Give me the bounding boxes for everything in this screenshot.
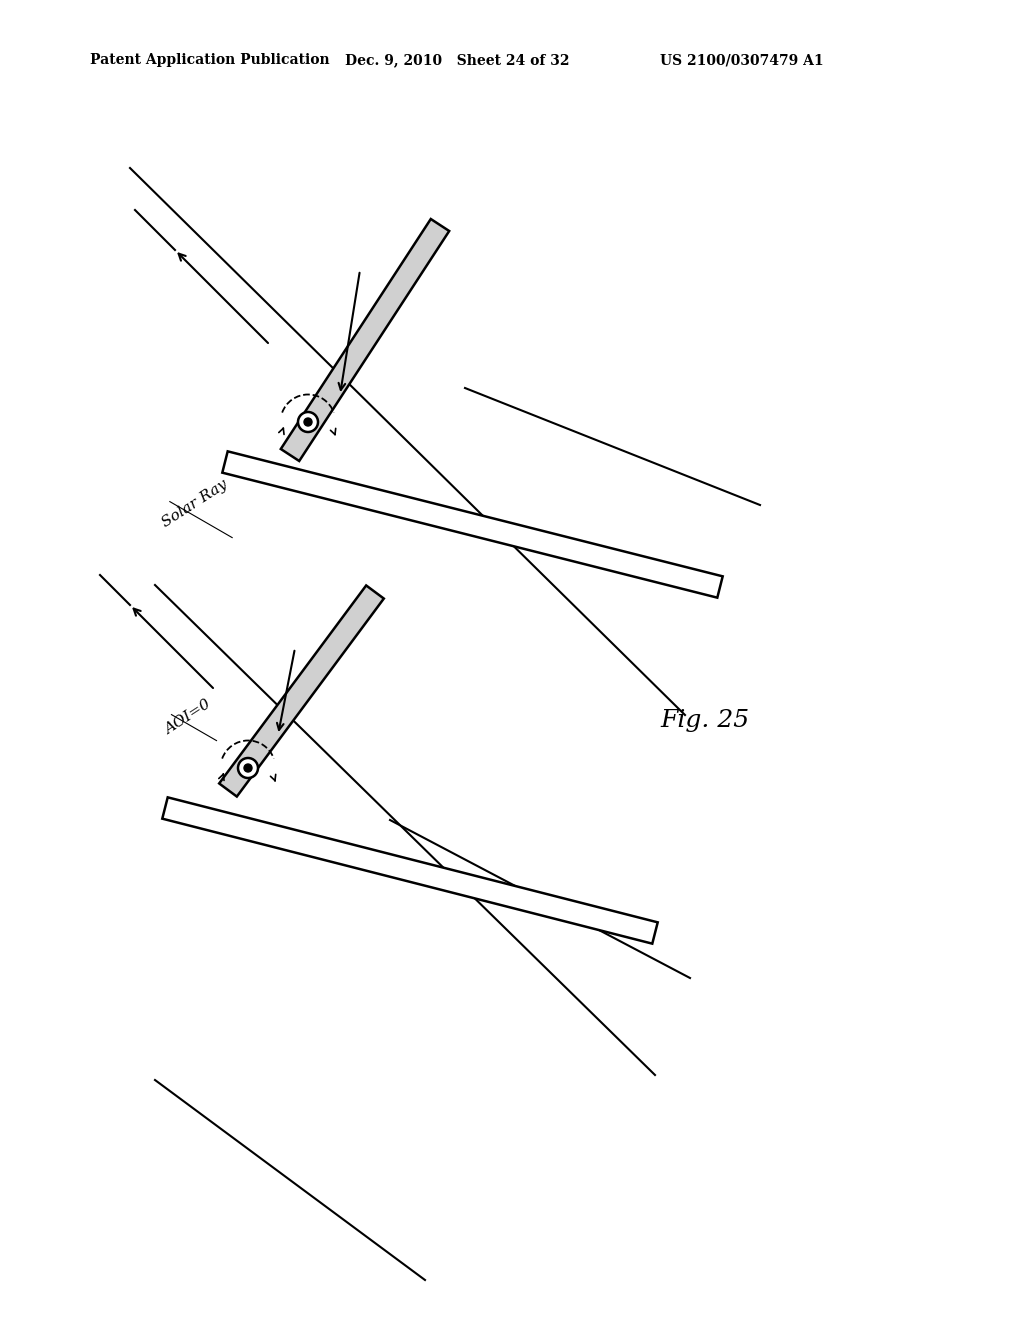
Text: AOI=0: AOI=0: [163, 698, 214, 738]
Polygon shape: [162, 797, 657, 944]
Polygon shape: [222, 451, 723, 598]
Circle shape: [304, 418, 312, 426]
Text: Patent Application Publication: Patent Application Publication: [90, 53, 330, 67]
Polygon shape: [281, 219, 450, 461]
Text: Solar Ray: Solar Ray: [160, 478, 230, 531]
Polygon shape: [219, 586, 384, 796]
Text: Dec. 9, 2010   Sheet 24 of 32: Dec. 9, 2010 Sheet 24 of 32: [345, 53, 569, 67]
Text: US 2100/0307479 A1: US 2100/0307479 A1: [660, 53, 823, 67]
Circle shape: [244, 764, 252, 772]
Circle shape: [238, 758, 258, 777]
Circle shape: [298, 412, 318, 432]
Text: Fig. 25: Fig. 25: [660, 709, 750, 731]
